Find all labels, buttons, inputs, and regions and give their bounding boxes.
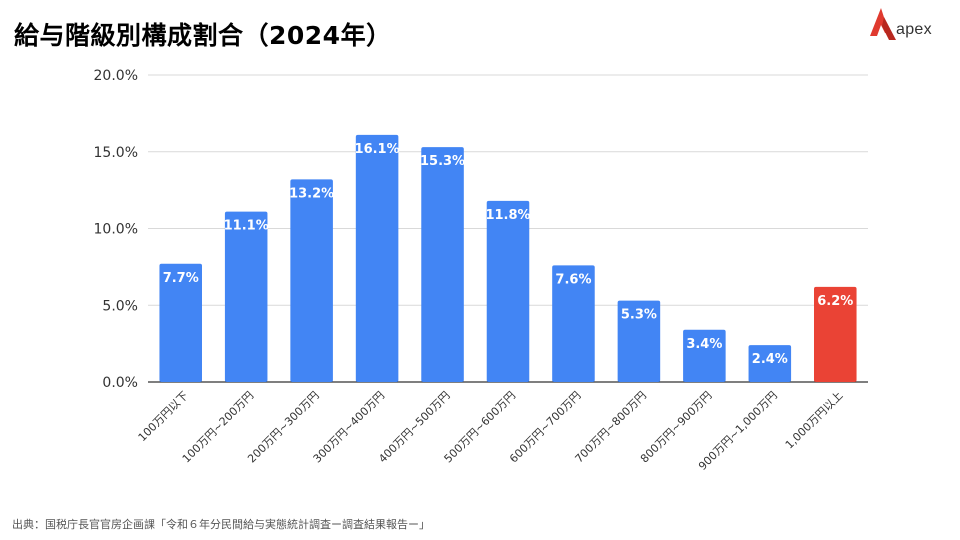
x-tick-label: 300万円~400万円: [311, 389, 388, 466]
x-tick-label: 700万円~800万円: [573, 389, 650, 466]
data-label: 6.2%: [817, 294, 853, 309]
x-tick-label: 100万円~200万円: [180, 389, 257, 466]
bar-chart: 0.0% 5.0% 10.0% 15.0% 20.0% 7.7% 100万円以下 11.1% 1…: [94, 68, 868, 473]
bar: [748, 345, 792, 382]
y-tick-label: 15.0%: [94, 145, 138, 161]
x-tick-label: 200万円~300万円: [245, 389, 322, 466]
data-label: 5.3%: [621, 308, 657, 323]
bar: [814, 286, 857, 382]
x-tick-label: 1,000万円以上: [783, 389, 846, 452]
x-tick-label: 400万円~500万円: [376, 389, 453, 466]
source-note: 出典：国税庁長官官房企画課「令和６年分民間給与実態統計調査ー調査結果報告ー」: [12, 518, 430, 531]
x-tick-label: 100万円以下: [136, 389, 191, 444]
bar: [683, 329, 726, 382]
page-title: 給与階級別構成割合（2024年）: [14, 21, 392, 50]
data-label: 7.6%: [555, 272, 591, 287]
y-tick-label: 20.0%: [94, 68, 138, 84]
y-tick-label: 0.0%: [102, 375, 138, 391]
bar: [355, 134, 399, 382]
data-label: 11.8%: [485, 208, 530, 223]
y-tick-label: 10.0%: [94, 222, 138, 238]
y-tick-label: 5.0%: [102, 298, 138, 314]
data-label: 13.2%: [289, 186, 334, 201]
bar: [290, 179, 333, 382]
x-tick-label: 800万円~900万円: [638, 389, 715, 466]
data-label: 7.7%: [163, 271, 199, 286]
apex-logo: apex: [868, 6, 950, 42]
data-label: 2.4%: [752, 352, 788, 367]
apex-logo-icon: [870, 8, 896, 40]
bar: [159, 263, 202, 382]
bar: [421, 147, 464, 382]
data-label: 3.4%: [686, 337, 722, 352]
x-tick-label: 500万円~600万円: [442, 389, 519, 466]
logo-text: apex: [896, 21, 932, 38]
data-label: 15.3%: [420, 154, 465, 169]
data-label: 11.1%: [224, 219, 269, 234]
bar: [552, 265, 595, 382]
bar: [617, 300, 661, 382]
bar: [486, 200, 530, 382]
data-label: 16.1%: [355, 142, 400, 157]
x-tick-label: 600万円~700万円: [507, 389, 584, 466]
bar: [224, 211, 268, 382]
